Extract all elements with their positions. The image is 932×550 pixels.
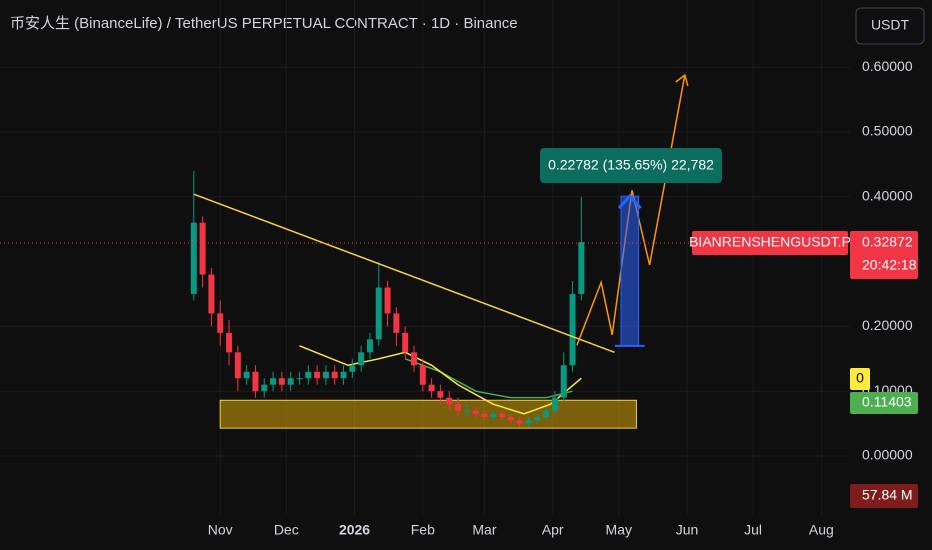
candle-body bbox=[393, 313, 400, 333]
candle-body bbox=[261, 384, 268, 392]
candle-body bbox=[463, 410, 470, 412]
countdown: 20:42:18 bbox=[862, 257, 917, 273]
measure-label: 0.22782 (135.65%) 22,782 bbox=[548, 157, 714, 173]
position-arrow bbox=[617, 193, 642, 210]
candle-body bbox=[340, 371, 347, 379]
price-box bbox=[850, 230, 918, 279]
candle-body bbox=[358, 352, 365, 366]
candle-body bbox=[419, 365, 426, 385]
candle-body bbox=[199, 222, 206, 275]
x-tick-label: Feb bbox=[411, 522, 435, 538]
indicator-zero: 0 bbox=[856, 370, 864, 386]
candle-body bbox=[322, 371, 329, 379]
x-tick-label: Apr bbox=[542, 522, 564, 538]
candle-body bbox=[551, 397, 558, 411]
y-tick-label: 0.20000 bbox=[862, 317, 913, 333]
x-tick-label: Dec bbox=[274, 522, 299, 538]
indicator-value: 0.11403 bbox=[862, 394, 912, 410]
candle-body bbox=[578, 242, 585, 294]
measure-box bbox=[540, 148, 722, 183]
x-tick-label: Jul bbox=[744, 522, 762, 538]
symbol-box bbox=[692, 230, 848, 255]
x-tick-label: 2026 bbox=[339, 522, 370, 538]
candle-body bbox=[252, 371, 259, 392]
candle-body bbox=[366, 339, 373, 353]
candle-body bbox=[472, 410, 479, 414]
candle-body bbox=[278, 378, 285, 385]
candle-body bbox=[402, 332, 409, 353]
chart-title: 币安人生 (BinanceLife) / TetherUS PERPETUAL … bbox=[10, 15, 518, 32]
candle-body bbox=[208, 274, 215, 314]
candle-body bbox=[455, 404, 462, 411]
candle-body bbox=[234, 352, 241, 379]
y-tick-label: 0.60000 bbox=[862, 58, 913, 74]
candle-body bbox=[525, 420, 532, 424]
candle-body bbox=[569, 294, 576, 366]
x-tick-label: Jun bbox=[676, 522, 699, 538]
candle-body bbox=[217, 313, 224, 333]
candle-body bbox=[446, 397, 453, 405]
arrow-head bbox=[675, 73, 689, 87]
trendline bbox=[193, 193, 615, 354]
candle-body bbox=[516, 420, 523, 424]
candle-body bbox=[331, 371, 338, 379]
candle-body bbox=[375, 287, 382, 340]
candle-body bbox=[296, 378, 303, 380]
currency-button[interactable] bbox=[855, 7, 925, 45]
candle-body bbox=[314, 371, 321, 379]
currency[interactable]: USDT bbox=[871, 17, 910, 33]
candle-body bbox=[190, 222, 197, 294]
moving-average bbox=[404, 358, 573, 399]
position-bar bbox=[620, 195, 640, 347]
zone bbox=[219, 399, 637, 429]
symbol-label: BIANRENSHENGUSDT.P bbox=[689, 234, 851, 250]
y-tick-label: 0.00000 bbox=[862, 447, 913, 463]
candle-body bbox=[270, 378, 277, 385]
candle-body bbox=[349, 365, 356, 372]
candle-body bbox=[305, 371, 312, 379]
candle-body bbox=[534, 417, 541, 421]
y-tick-label: 0.40000 bbox=[862, 188, 913, 204]
candle-body bbox=[226, 332, 233, 353]
candle-body bbox=[428, 384, 435, 392]
candle-body bbox=[499, 413, 506, 418]
candle-body bbox=[507, 417, 514, 421]
volume-label: 57.84 M bbox=[862, 487, 913, 503]
x-tick-label: May bbox=[606, 522, 632, 538]
candle-body bbox=[287, 378, 294, 385]
candle-body bbox=[543, 410, 550, 418]
candle-body bbox=[410, 352, 417, 366]
candle-body bbox=[243, 371, 250, 379]
candle-body bbox=[384, 287, 391, 314]
volume-box bbox=[850, 484, 918, 508]
indicator-value-box bbox=[850, 392, 918, 414]
candle-body bbox=[437, 391, 444, 398]
x-tick-label: Aug bbox=[809, 522, 834, 538]
last-price-label: 0.32872 bbox=[862, 234, 913, 250]
candle-body bbox=[560, 365, 567, 398]
x-tick-label: Mar bbox=[472, 522, 496, 538]
indicator-zero-box bbox=[850, 368, 870, 390]
y-tick-label: 0.50000 bbox=[862, 123, 913, 139]
candle-body bbox=[490, 413, 497, 418]
candle-body bbox=[481, 413, 488, 418]
x-tick-label: Nov bbox=[208, 522, 233, 538]
